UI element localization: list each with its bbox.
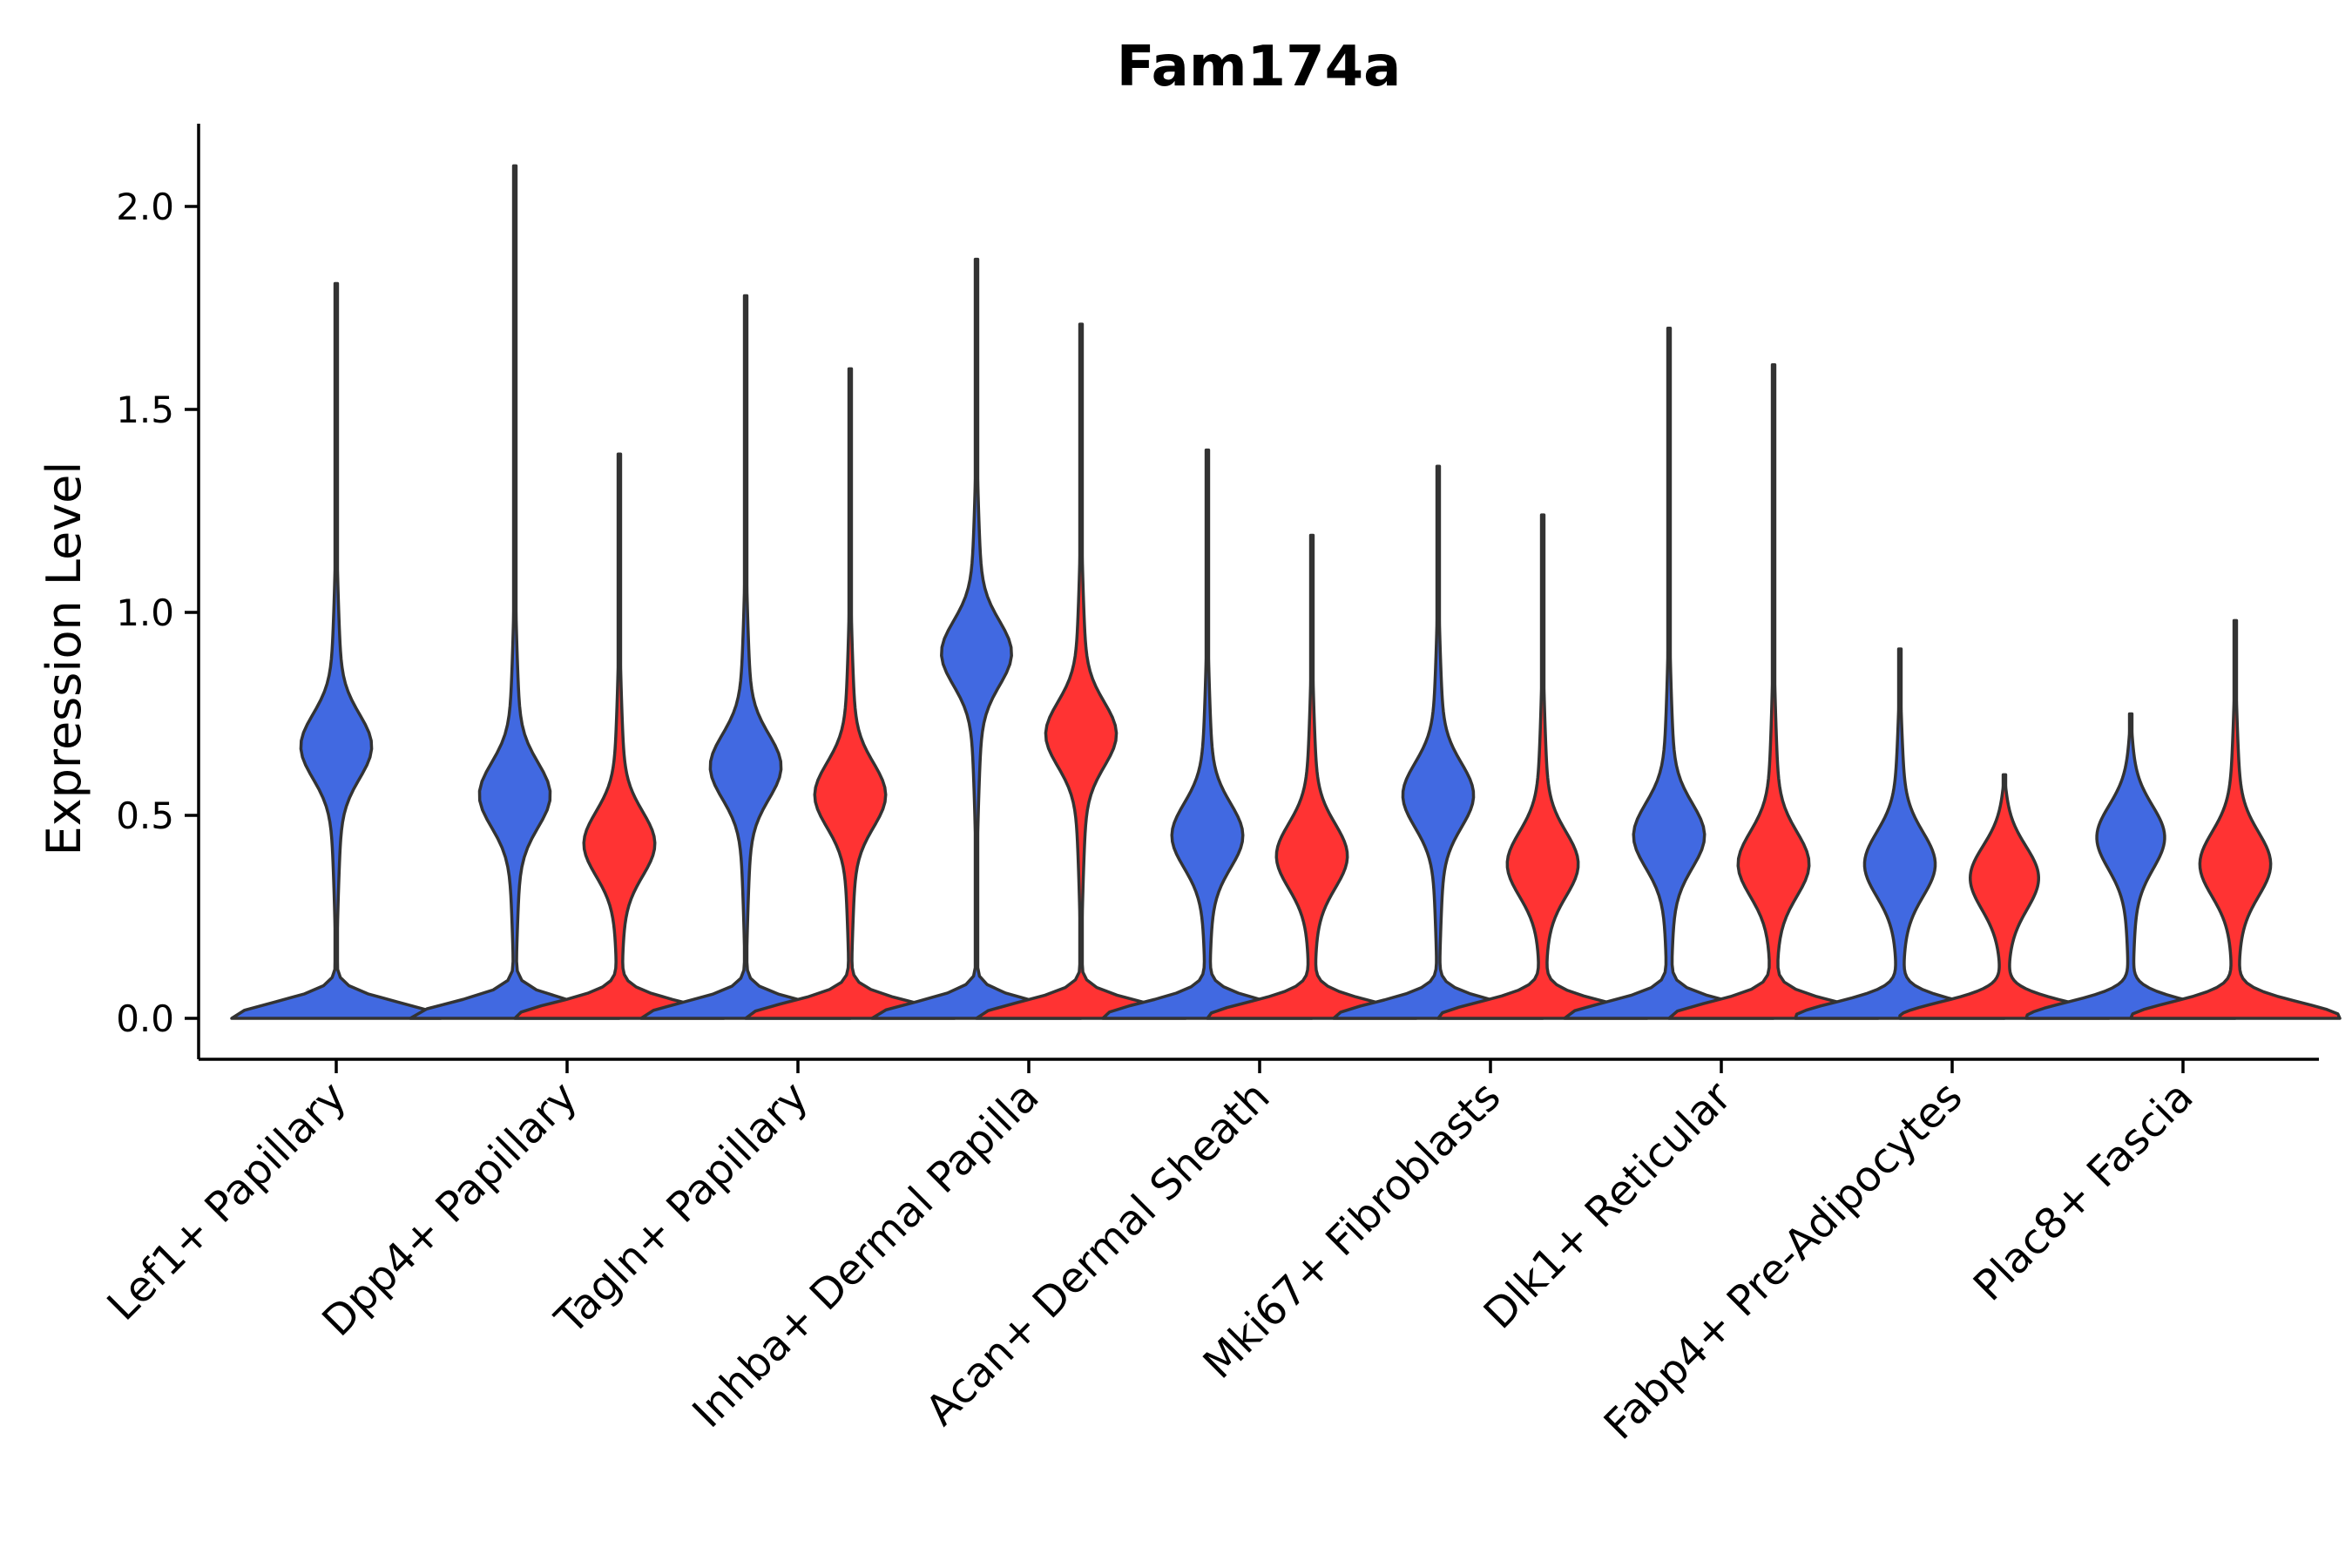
- violin-blue-fabp4-pre-adipocytes: [1794, 647, 2006, 1020]
- violin-blue-dpp4-papillary: [409, 164, 621, 1020]
- violin-red-fabp4-pre-adipocytes: [1898, 773, 2111, 1020]
- violin-blue-mki67-fibroblasts: [1332, 464, 1544, 1020]
- violin-red-inhba-dermal-papilla: [975, 322, 1187, 1020]
- y-tick-label: 0.0: [116, 997, 174, 1040]
- y-ticks-group: 0.0 0.5 1.0 1.5 2.0: [116, 186, 199, 1040]
- violin-blue-lef1-papillary: [230, 281, 443, 1020]
- chart-title: Fam174a: [1117, 35, 1402, 99]
- violin-red-dpp4-papillary: [513, 452, 726, 1020]
- violin-blue-plac8-fascia: [2024, 712, 2237, 1020]
- x-category-label: Dpp4+ Papillary: [313, 1072, 586, 1346]
- violin-red-plac8-fascia: [2129, 618, 2342, 1020]
- violins-group: [230, 164, 2342, 1020]
- x-category-label: Tagln+ Papillary: [545, 1072, 817, 1344]
- violin-blue-inhba-dermal-papilla: [870, 257, 1083, 1020]
- violin-red-acan-dermal-sheath: [1206, 533, 1418, 1020]
- violin-blue-dlk1-reticular: [1563, 327, 1775, 1020]
- violin-red-dlk1-reticular: [1667, 362, 1880, 1020]
- y-tick-label: 2.0: [116, 186, 174, 228]
- y-axis-label: Expression Level: [37, 462, 91, 856]
- y-tick-label: 1.5: [116, 389, 174, 431]
- violin-blue-acan-dermal-sheath: [1101, 448, 1314, 1020]
- violin-red-mki67-fibroblasts: [1436, 513, 1649, 1020]
- y-tick-label: 0.5: [116, 794, 174, 837]
- x-category-label: Plac8+ Fascia: [1964, 1072, 2203, 1311]
- x-category-label: Lef1+ Papillary: [98, 1072, 356, 1330]
- y-tick-label: 1.0: [116, 591, 174, 634]
- violin-blue-tagln-papillary: [639, 294, 852, 1020]
- x-category-label: Dlk1+ Reticular: [1475, 1072, 1741, 1339]
- violin-red-tagln-papillary: [744, 367, 956, 1020]
